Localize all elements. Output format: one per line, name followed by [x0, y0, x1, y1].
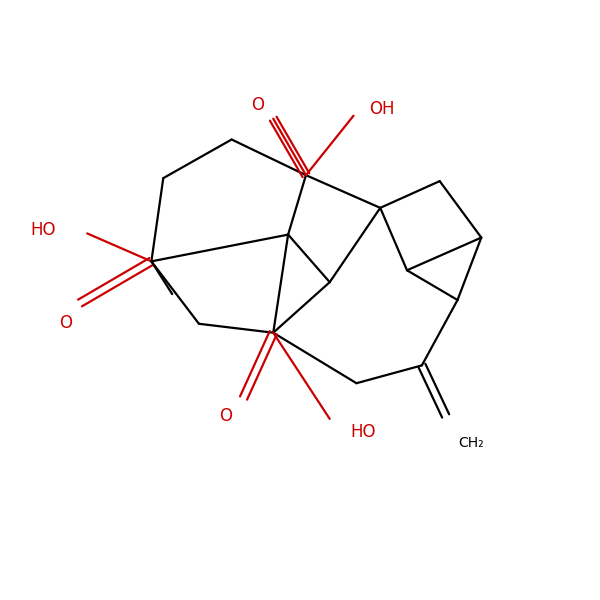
Text: HO: HO [350, 423, 376, 441]
Text: O: O [251, 96, 264, 114]
Text: O: O [219, 407, 232, 425]
Text: O: O [59, 314, 71, 332]
Text: HO: HO [31, 221, 56, 239]
Text: CH₂: CH₂ [459, 436, 484, 449]
Text: OH: OH [369, 100, 395, 118]
